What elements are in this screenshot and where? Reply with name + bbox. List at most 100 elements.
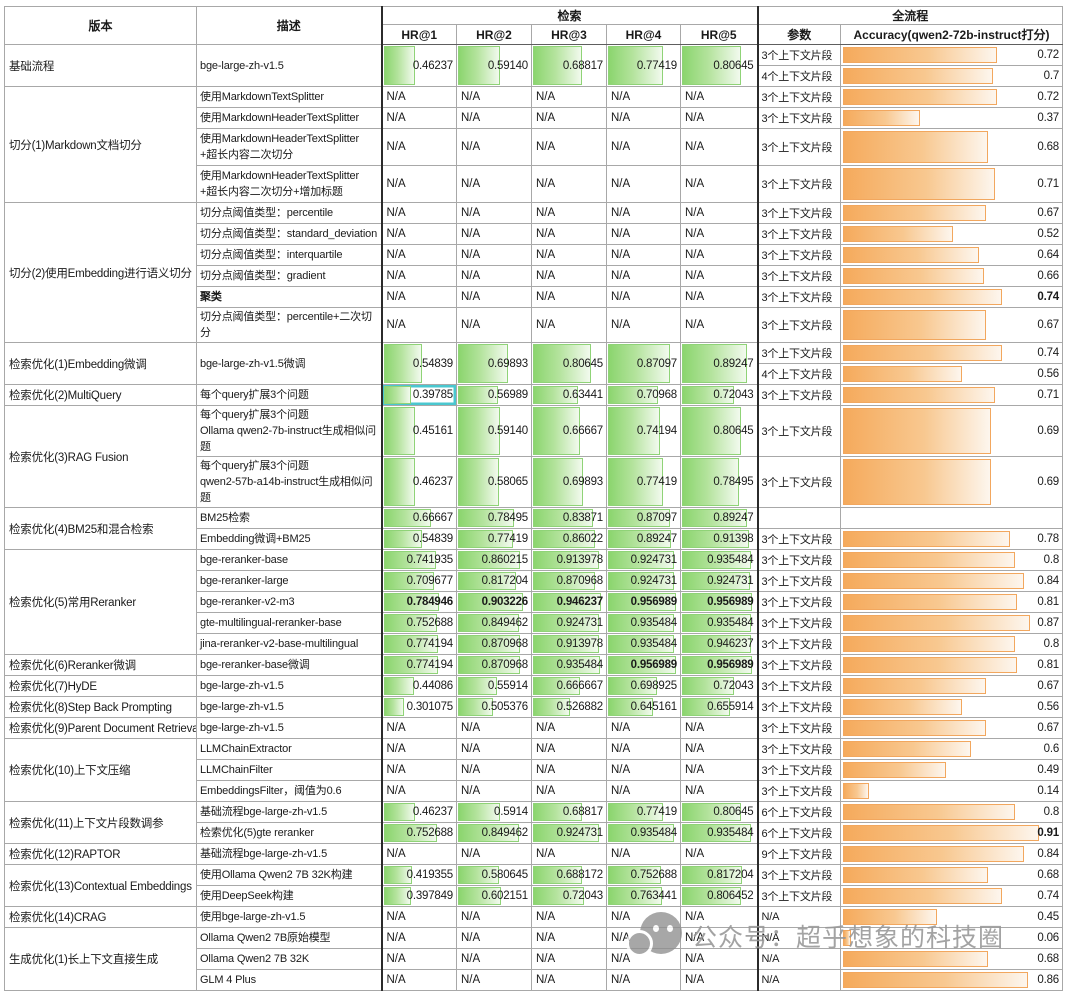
group-header-pipeline[interactable]: 全流程: [756, 6, 1064, 25]
hr-cell[interactable]: N/A: [531, 307, 607, 343]
hr-cell[interactable]: N/A: [456, 265, 532, 287]
param-cell[interactable]: 3个上下文片段: [756, 265, 841, 287]
accuracy-cell[interactable]: 0.86: [839, 969, 1064, 991]
hr-cell[interactable]: 0.89247: [680, 342, 758, 385]
hr-cell[interactable]: 0.817204: [456, 570, 532, 592]
hr-cell[interactable]: 0.870968: [456, 633, 532, 655]
hr-cell[interactable]: N/A: [680, 717, 758, 739]
param-cell[interactable]: 3个上下文片段: [756, 86, 841, 108]
hr-cell[interactable]: N/A: [380, 307, 457, 343]
hr-cell[interactable]: N/A: [606, 780, 681, 802]
param-cell[interactable]: 3个上下文片段: [756, 528, 841, 550]
hr-cell[interactable]: 0.924731: [606, 549, 681, 571]
hr-cell[interactable]: N/A: [456, 128, 532, 166]
description-cell[interactable]: 切分点阈值类型：interquartile: [196, 244, 382, 266]
accuracy-cell[interactable]: 0.8: [839, 633, 1064, 655]
hr-cell[interactable]: N/A: [606, 128, 681, 166]
hr-cell[interactable]: 0.935484: [680, 549, 758, 571]
accuracy-cell[interactable]: 0.7: [839, 65, 1064, 87]
hr-cell[interactable]: N/A: [680, 738, 758, 760]
param-cell[interactable]: 3个上下文片段: [756, 107, 841, 129]
accuracy-cell[interactable]: 0.74: [839, 286, 1064, 308]
accuracy-cell[interactable]: 0.91: [839, 822, 1064, 844]
hr-cell[interactable]: N/A: [456, 969, 532, 991]
hr-cell[interactable]: N/A: [531, 86, 607, 108]
version-cell[interactable]: 切分(2)使用Embedding进行语义切分: [4, 202, 197, 343]
hr-cell[interactable]: 0.91398: [680, 528, 758, 550]
hr-cell[interactable]: N/A: [456, 906, 532, 928]
hr-cell[interactable]: N/A: [380, 759, 457, 781]
col-header-version[interactable]: 版本: [4, 6, 197, 45]
hr-cell[interactable]: N/A: [531, 969, 607, 991]
hr-cell[interactable]: 0.56989: [456, 384, 532, 406]
hr-cell[interactable]: 0.924731: [606, 570, 681, 592]
hr-cell[interactable]: 0.935484: [680, 822, 758, 844]
description-cell[interactable]: bge-large-zh-v1.5: [196, 675, 382, 697]
hr-cell[interactable]: 0.66667: [531, 405, 607, 457]
accuracy-cell[interactable]: 0.8: [839, 549, 1064, 571]
col-header-params[interactable]: 参数: [756, 24, 841, 45]
hr-cell[interactable]: N/A: [531, 759, 607, 781]
hr-cell[interactable]: 0.39785: [380, 384, 457, 406]
accuracy-cell[interactable]: 0.81: [839, 654, 1064, 676]
hr-cell[interactable]: 0.666667: [531, 675, 607, 697]
version-cell[interactable]: 检索优化(5)常用Reranker: [4, 549, 197, 655]
param-cell[interactable]: 3个上下文片段: [756, 549, 841, 571]
hr-cell[interactable]: N/A: [380, 128, 457, 166]
hr-cell[interactable]: N/A: [606, 843, 681, 865]
accuracy-cell[interactable]: 0.49: [839, 759, 1064, 781]
version-cell[interactable]: 检索优化(3)RAG Fusion: [4, 405, 197, 508]
hr-cell[interactable]: 0.301075: [380, 696, 457, 718]
hr-cell[interactable]: 0.55914: [456, 675, 532, 697]
hr-cell[interactable]: 0.77419: [606, 44, 681, 87]
hr-cell[interactable]: N/A: [456, 948, 532, 970]
description-cell[interactable]: 每个query扩展3个问题: [196, 384, 382, 406]
hr-cell[interactable]: N/A: [456, 738, 532, 760]
version-cell[interactable]: 检索优化(1)Embedding微调: [4, 342, 197, 385]
description-cell[interactable]: jina-reranker-v2-base-multilingual: [196, 633, 382, 655]
hr-cell[interactable]: N/A: [680, 86, 758, 108]
accuracy-cell[interactable]: 0.67: [839, 202, 1064, 224]
hr-cell[interactable]: N/A: [680, 969, 758, 991]
hr-cell[interactable]: N/A: [680, 202, 758, 224]
description-cell[interactable]: 使用Ollama Qwen2 7B 32K构建: [196, 864, 382, 886]
hr-cell[interactable]: N/A: [380, 906, 457, 928]
param-cell[interactable]: N/A: [756, 927, 841, 949]
hr-cell[interactable]: 0.849462: [456, 822, 532, 844]
param-cell[interactable]: 3个上下文片段: [756, 759, 841, 781]
hr-cell[interactable]: 0.74194: [606, 405, 681, 457]
param-cell[interactable]: 3个上下文片段: [756, 165, 841, 203]
accuracy-cell[interactable]: 0.67: [839, 307, 1064, 343]
hr-cell[interactable]: 0.83871: [531, 507, 607, 529]
accuracy-cell[interactable]: 0.37: [839, 107, 1064, 129]
accuracy-cell[interactable]: 0.56: [839, 363, 1064, 385]
hr-cell[interactable]: N/A: [456, 307, 532, 343]
hr-cell[interactable]: 0.709677: [380, 570, 457, 592]
version-cell[interactable]: 检索优化(10)上下文压缩: [4, 738, 197, 802]
description-cell[interactable]: 使用MarkdownHeaderTextSplitter +超长内容二次切分+增…: [196, 165, 382, 203]
hr-cell[interactable]: 0.80645: [531, 342, 607, 385]
hr-cell[interactable]: 0.505376: [456, 696, 532, 718]
accuracy-cell[interactable]: 0.66: [839, 265, 1064, 287]
hr-cell[interactable]: N/A: [531, 107, 607, 129]
accuracy-cell[interactable]: 0.69: [839, 456, 1064, 508]
hr-cell[interactable]: 0.46237: [380, 801, 457, 823]
accuracy-cell[interactable]: 0.71: [839, 384, 1064, 406]
hr-cell[interactable]: 0.752688: [380, 822, 457, 844]
hr-cell[interactable]: 0.924731: [531, 822, 607, 844]
param-cell[interactable]: 3个上下文片段: [756, 591, 841, 613]
description-cell[interactable]: 基础流程bge-large-zh-v1.5: [196, 843, 382, 865]
description-cell[interactable]: 聚类: [196, 286, 382, 308]
param-cell[interactable]: 3个上下文片段: [756, 44, 841, 66]
accuracy-cell[interactable]: 0.69: [839, 405, 1064, 457]
hr-cell[interactable]: 0.913978: [531, 633, 607, 655]
hr-cell[interactable]: N/A: [380, 265, 457, 287]
hr-cell[interactable]: N/A: [456, 843, 532, 865]
hr-cell[interactable]: 0.752688: [380, 612, 457, 634]
hr-cell[interactable]: N/A: [680, 906, 758, 928]
hr-cell[interactable]: N/A: [606, 969, 681, 991]
hr-cell[interactable]: N/A: [680, 128, 758, 166]
description-cell[interactable]: 基础流程bge-large-zh-v1.5: [196, 801, 382, 823]
param-cell[interactable]: 3个上下文片段: [756, 654, 841, 676]
hr-cell[interactable]: 0.924731: [531, 612, 607, 634]
